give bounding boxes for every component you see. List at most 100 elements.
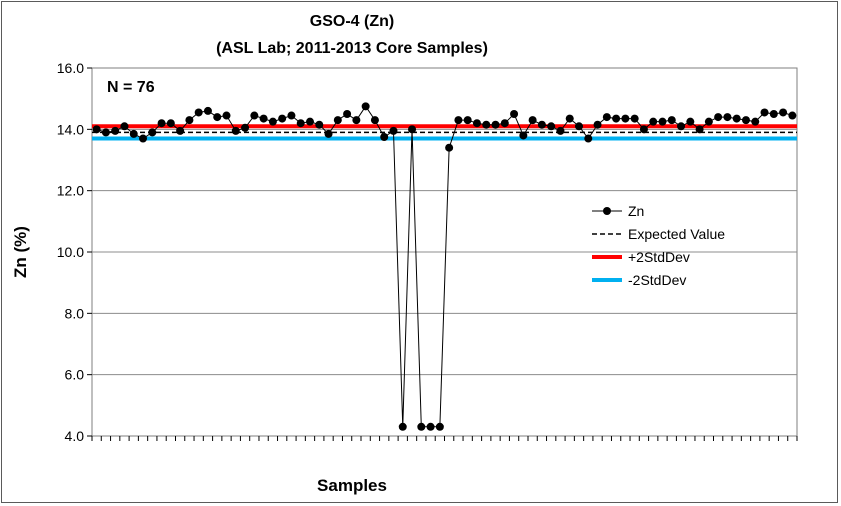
zn-data-point bbox=[352, 116, 361, 125]
zn-data-point bbox=[500, 119, 509, 128]
zn-data-point bbox=[241, 123, 250, 132]
zn-data-point bbox=[398, 422, 407, 431]
zn-data-point bbox=[491, 120, 500, 129]
legend-item-zn: Zn bbox=[592, 203, 644, 219]
zn-data-point bbox=[435, 422, 444, 431]
zn-data-point bbox=[213, 113, 222, 122]
zn-data-point bbox=[231, 126, 240, 135]
zn-data-point bbox=[278, 114, 287, 123]
x-axis-label: Samples bbox=[317, 476, 387, 495]
zn-data-point bbox=[528, 116, 537, 125]
zn-data-point bbox=[268, 117, 277, 126]
y-tick-label: 14.0 bbox=[57, 121, 84, 137]
zn-data-point bbox=[222, 111, 231, 120]
zn-data-point bbox=[602, 113, 611, 122]
legend-item-expected: Expected Value bbox=[592, 226, 725, 242]
zn-data-point bbox=[389, 126, 398, 135]
y-tick-label: 6.0 bbox=[65, 367, 85, 383]
zn-data-point bbox=[333, 116, 342, 125]
zn-data-point bbox=[166, 119, 175, 128]
zn-data-point bbox=[677, 122, 686, 131]
zn-data-point bbox=[556, 126, 565, 135]
legend-zn-label: Zn bbox=[628, 203, 644, 219]
zn-data-point bbox=[723, 113, 732, 122]
y-tick-label: 16.0 bbox=[57, 60, 84, 76]
y-axis-label: Zn (%) bbox=[11, 226, 30, 278]
zn-series bbox=[92, 102, 797, 431]
zn-data-point bbox=[667, 116, 676, 125]
zn-data-point bbox=[203, 106, 212, 115]
zn-data-point bbox=[157, 119, 166, 128]
y-tick-label: 10.0 bbox=[57, 244, 84, 260]
zn-data-point bbox=[361, 102, 370, 111]
y-tick-label: 12.0 bbox=[57, 183, 84, 199]
sample-count-annotation: N = 76 bbox=[107, 79, 155, 96]
zn-data-point bbox=[639, 125, 648, 134]
zn-data-point bbox=[732, 114, 741, 123]
zn-data-point bbox=[111, 126, 120, 135]
zn-data-point bbox=[120, 122, 129, 131]
zn-data-point bbox=[779, 108, 788, 117]
zn-data-point bbox=[695, 125, 704, 134]
zn-data-point bbox=[547, 122, 556, 131]
x-axis-ticks bbox=[91, 436, 798, 441]
zn-data-point bbox=[445, 143, 454, 152]
zn-data-point bbox=[593, 120, 602, 129]
zn-data-point bbox=[621, 114, 630, 123]
zn-data-point bbox=[139, 134, 148, 143]
zn-data-point bbox=[129, 129, 138, 138]
legend: Zn Expected Value +2StdDev -2StdDev bbox=[592, 203, 725, 288]
zn-data-point bbox=[287, 111, 296, 120]
legend-item-plus2sd: +2StdDev bbox=[592, 249, 690, 265]
zn-data-point bbox=[296, 119, 305, 128]
zn-data-point bbox=[454, 116, 463, 125]
zn-data-point bbox=[324, 129, 333, 138]
zn-data-point bbox=[537, 120, 546, 129]
zn-data-point bbox=[741, 116, 750, 125]
zn-data-point bbox=[482, 120, 491, 129]
zn-data-point bbox=[417, 422, 426, 431]
zn-data-point bbox=[769, 110, 778, 118]
zn-data-point bbox=[194, 108, 203, 117]
zn-data-point bbox=[148, 128, 157, 137]
zn-data-point bbox=[472, 119, 481, 128]
zn-data-point bbox=[408, 125, 417, 134]
y-tick-label: 8.0 bbox=[65, 305, 85, 321]
zn-data-point bbox=[426, 422, 435, 431]
zn-data-point bbox=[714, 113, 723, 122]
zn-data-point bbox=[704, 117, 713, 126]
zn-data-point bbox=[463, 116, 472, 125]
y-axis-ticks: 4.0 6.0 8.0 10.0 12.0 14.0 16.0 bbox=[57, 60, 92, 444]
zn-data-point bbox=[649, 117, 658, 126]
zn-data-point bbox=[315, 120, 324, 129]
zn-data-point bbox=[751, 117, 760, 126]
zn-data-point bbox=[575, 122, 584, 131]
zn-data-point bbox=[788, 111, 797, 120]
zn-data-point bbox=[343, 110, 352, 118]
zn-data-point bbox=[370, 116, 379, 125]
zn-data-point bbox=[565, 114, 574, 123]
zn-data-point bbox=[686, 117, 695, 126]
legend-item-minus2sd: -2StdDev bbox=[592, 272, 686, 288]
legend-minus2sd-label: -2StdDev bbox=[628, 272, 686, 288]
zn-data-point bbox=[92, 125, 101, 134]
zn-data-point bbox=[380, 133, 389, 141]
zn-data-point bbox=[612, 114, 621, 123]
zn-data-point bbox=[658, 117, 667, 126]
zn-data-point bbox=[510, 110, 519, 118]
zn-data-point bbox=[584, 134, 593, 143]
zn-data-point bbox=[259, 114, 268, 123]
zn-data-point bbox=[760, 108, 769, 117]
legend-plus2sd-label: +2StdDev bbox=[628, 249, 690, 265]
chart-title: GSO-4 (Zn) bbox=[310, 13, 394, 30]
zn-data-point bbox=[519, 131, 528, 140]
zn-data-point bbox=[101, 128, 110, 137]
zn-data-point bbox=[185, 116, 194, 125]
legend-expected-label: Expected Value bbox=[628, 226, 725, 242]
legend-zn-marker bbox=[603, 207, 611, 215]
zn-series-line bbox=[96, 105, 793, 428]
zn-data-point bbox=[305, 117, 314, 126]
zn-data-point bbox=[630, 114, 639, 123]
y-tick-label: 4.0 bbox=[65, 428, 85, 444]
